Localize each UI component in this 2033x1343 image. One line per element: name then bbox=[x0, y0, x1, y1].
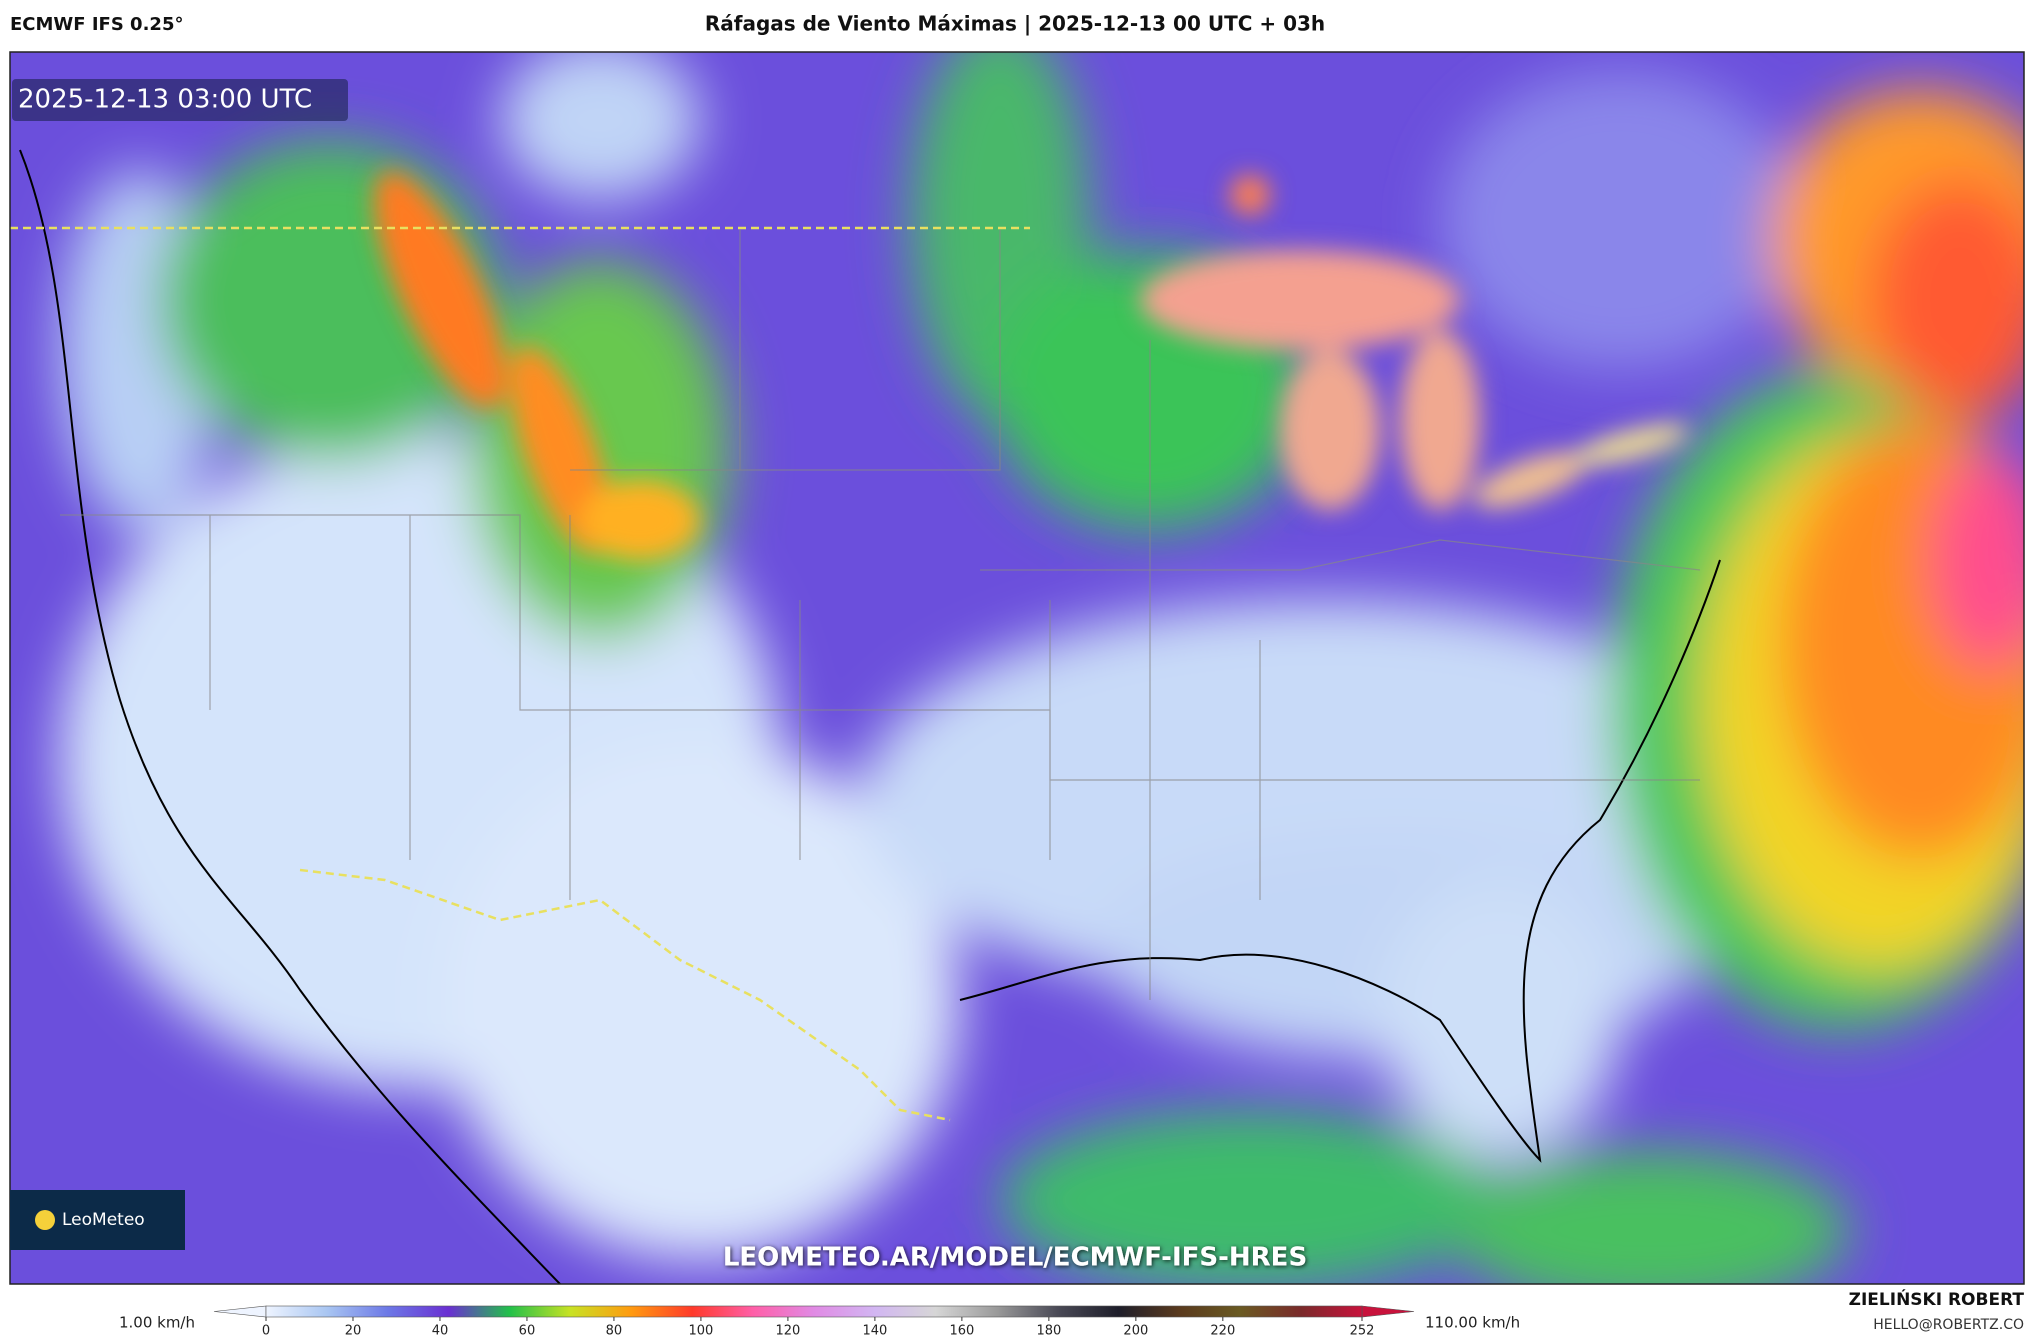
colorbar-min-label: 1.00 km/h bbox=[119, 1314, 195, 1332]
logo-sun bbox=[35, 1210, 55, 1230]
author-email: HELLO@ROBERTZ.CO bbox=[1873, 1317, 2024, 1333]
map-title: Ráfagas de Viento Máximas | 2025-12-13 0… bbox=[705, 12, 1325, 36]
colorbar-end-arrow bbox=[1361, 1305, 1415, 1318]
source-url: LEOMETEO.AR/MODEL/ECMWF-IFS-HRES bbox=[723, 1243, 1307, 1273]
colorbar-gradient bbox=[265, 1305, 1363, 1318]
colorbar: 0 20 40 60 80 100 120 140 160 180 200 220 252 bbox=[213, 1305, 1415, 1339]
colorbar-tick-label: 220 bbox=[1210, 1324, 1235, 1339]
timestamp-box bbox=[12, 79, 348, 121]
colorbar-tick-label: 100 bbox=[689, 1324, 714, 1339]
colorbar-tick-label: 120 bbox=[775, 1324, 800, 1339]
colorbar-start-arrow bbox=[213, 1305, 267, 1318]
timestamp: 2025-12-13 03:00 UTC bbox=[18, 85, 312, 115]
colorbar-tick-label: 40 bbox=[432, 1324, 449, 1339]
author-name: ZIELIŃSKI ROBERT bbox=[1849, 1288, 2025, 1310]
colorbar-tick-label: 80 bbox=[606, 1324, 623, 1339]
colorbar-tick-label: 0 bbox=[262, 1324, 270, 1339]
colorbar-tick-label: 200 bbox=[1123, 1324, 1148, 1339]
colorbar-tick-label: 140 bbox=[862, 1324, 887, 1339]
colorbar-tick-label: 60 bbox=[519, 1324, 536, 1339]
map-frame bbox=[9, 51, 2025, 1285]
colorbar-tick-label: 20 bbox=[345, 1324, 362, 1339]
model-label: ECMWF IFS 0.25° bbox=[10, 14, 183, 35]
colorbar-tick-label: 160 bbox=[949, 1324, 974, 1339]
colorbar-tick-label: 180 bbox=[1036, 1324, 1061, 1339]
map-field bbox=[10, 52, 2024, 1284]
colorbar-tick-label: 252 bbox=[1350, 1324, 1375, 1339]
logo-text: LeoMeteo bbox=[62, 1210, 145, 1230]
colorbar-max-label: 110.00 km/h bbox=[1425, 1314, 1520, 1332]
